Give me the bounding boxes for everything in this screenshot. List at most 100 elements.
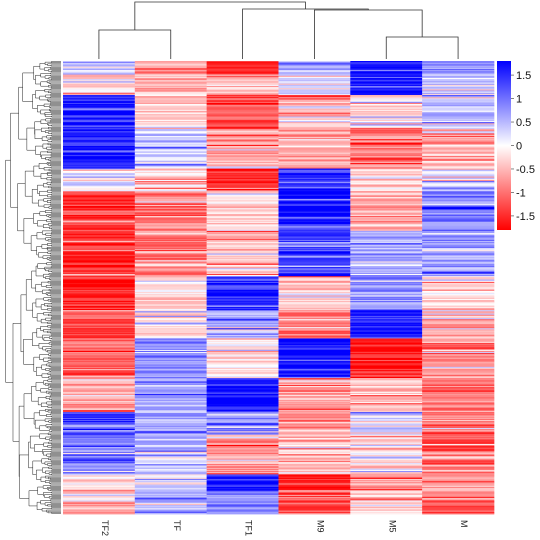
heatmap-cell (134, 212, 207, 215)
heatmap-cell (63, 107, 136, 109)
heatmap-cell (206, 424, 279, 427)
heatmap-cell (350, 426, 423, 429)
heatmap-cell (63, 423, 136, 425)
heatmap-cell (350, 150, 423, 153)
heatmap-cell (206, 90, 279, 92)
heatmap-cell (350, 161, 423, 164)
heatmap-cell (63, 354, 136, 356)
heatmap-cell (63, 252, 136, 254)
heatmap-cell (206, 275, 279, 277)
heatmap-cell (134, 107, 207, 109)
heatmap-cell (134, 151, 207, 154)
heatmap-cell (422, 85, 495, 88)
heatmap-cell (278, 362, 351, 364)
dendrogram-link (45, 94, 51, 98)
heatmap-cell (350, 248, 423, 251)
heatmap-cell (206, 186, 279, 189)
heatmap-cell (422, 264, 495, 267)
heatmap-cell (134, 350, 207, 353)
heatmap-cell (63, 71, 136, 73)
heatmap-cell (350, 423, 423, 425)
heatmap-cell (134, 118, 207, 121)
heatmap-cell (63, 201, 136, 203)
heatmap-cell (278, 329, 351, 331)
heatmap-cell (278, 477, 351, 480)
dendrogram-link (48, 488, 61, 491)
dendrogram-link (50, 117, 61, 120)
heatmap-cell (350, 102, 423, 105)
heatmap-cell (206, 431, 279, 433)
heatmap-cell (206, 414, 279, 416)
heatmap-cell (422, 65, 495, 68)
heatmap-cell (206, 315, 279, 318)
heatmap-cell (134, 503, 207, 506)
heatmap-cell (206, 184, 279, 186)
heatmap-cell (350, 357, 423, 360)
heatmap-cell (278, 435, 351, 438)
heatmap-cell (278, 96, 351, 98)
heatmap-cell (350, 126, 423, 129)
heatmap-cell (63, 229, 136, 232)
heatmap-cell (206, 324, 279, 327)
heatmap-cell (422, 425, 495, 428)
heatmap-cell (206, 372, 279, 374)
dendrogram-link (45, 348, 51, 352)
heatmap-cell (350, 407, 423, 410)
heatmap-cell (350, 224, 423, 226)
heatmap-cell (63, 234, 136, 236)
heatmap-cell (63, 339, 136, 342)
heatmap-cell (134, 453, 207, 456)
heatmap-cell (350, 379, 423, 381)
heatmap-cell (63, 260, 136, 262)
heatmap-cell (350, 297, 423, 300)
heatmap-cell (206, 65, 279, 68)
heatmap-cell (350, 271, 423, 274)
heatmap-cell (206, 314, 279, 317)
color-key-gradient (497, 61, 511, 230)
heatmap-cell (350, 390, 423, 393)
heatmap-cell (350, 198, 423, 200)
heatmap-cell (422, 183, 495, 185)
heatmap-cell (278, 500, 351, 502)
heatmap-cell (134, 92, 207, 95)
heatmap-cell (63, 85, 136, 88)
heatmap-cell (63, 123, 136, 125)
heatmap-cell (206, 468, 279, 471)
heatmap-cell (278, 489, 351, 491)
heatmap-cell (278, 247, 351, 250)
heatmap-cell (278, 405, 351, 407)
heatmap-cell (63, 281, 136, 284)
heatmap-cell (134, 498, 207, 500)
heatmap-cell (134, 97, 207, 99)
dendrogram-link (51, 286, 61, 289)
heatmap-cell (278, 228, 351, 231)
dendrogram-link (38, 163, 48, 169)
heatmap-cell (63, 380, 136, 382)
heatmap-cell (134, 412, 207, 414)
heatmap-cell (278, 73, 351, 75)
dendrogram-link (50, 254, 61, 257)
heatmap-cell (134, 119, 207, 122)
heatmap-cell (278, 397, 351, 399)
heatmap-cell (350, 115, 423, 117)
dendrogram-link (50, 234, 61, 237)
heatmap-cell (422, 128, 495, 131)
heatmap-cell (422, 152, 495, 155)
heatmap-cell (206, 126, 279, 129)
heatmap-cell (422, 390, 495, 393)
heatmap-cell (63, 153, 136, 156)
heatmap-cell (422, 73, 495, 75)
heatmap-cell (134, 134, 207, 137)
heatmap-cell (350, 76, 423, 79)
heatmap-cell (63, 378, 136, 380)
heatmap-cell (206, 130, 279, 132)
heatmap-cell (422, 301, 495, 303)
heatmap-cell (278, 136, 351, 139)
heatmap-cell (134, 379, 207, 381)
heatmap-cell (206, 298, 279, 301)
heatmap-cell (422, 270, 495, 273)
heatmap-cell (278, 187, 351, 190)
heatmap-cell (134, 228, 207, 231)
dendrogram-link (48, 466, 61, 469)
heatmap-cell (278, 94, 351, 97)
